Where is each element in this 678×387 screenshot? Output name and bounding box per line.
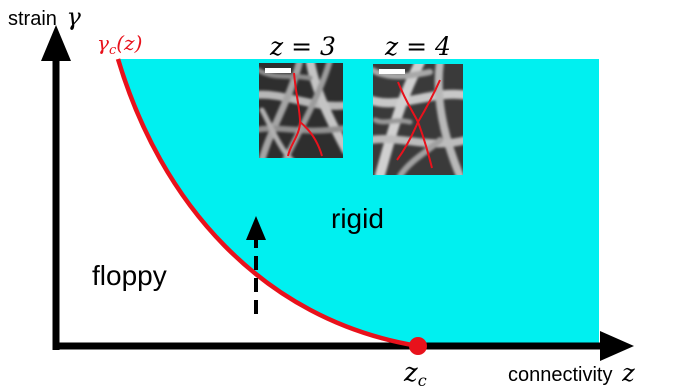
rigid-region (118, 59, 599, 346)
curve-label-main: γ (97, 31, 109, 55)
y-axis-symbol: γ (66, 3, 81, 31)
critical-point-main: z (403, 358, 418, 387)
rigid-region-label: rigid (331, 203, 384, 234)
y-axis-label: strain γ (8, 3, 81, 31)
y-axis-arrowhead (41, 25, 71, 61)
x-axis-arrowhead (600, 331, 634, 361)
micrograph-z3 (259, 63, 343, 158)
critical-point-label: zc (403, 358, 427, 387)
x-axis-label: connectivity z (508, 359, 635, 387)
floppy-region-label: floppy (92, 260, 167, 291)
curve-label-sub: c (109, 43, 117, 58)
micrograph-z4-label: z = 4 (384, 32, 451, 61)
y-axis-label-word: strain (8, 8, 57, 30)
micrograph-z3-label: z = 3 (269, 32, 336, 61)
critical-strain-curve (115, 58, 419, 349)
critical-point-sub: c (418, 371, 427, 387)
x-axis-label-word: connectivity (508, 364, 613, 386)
x-axis-symbol: z (621, 359, 635, 387)
critical-point-marker (409, 337, 427, 355)
curve-label: γc(z) (97, 31, 142, 58)
curve-label-arg: (z) (116, 31, 142, 55)
micrograph-z4 (373, 64, 463, 175)
strain-direction-arrowhead (246, 216, 266, 240)
